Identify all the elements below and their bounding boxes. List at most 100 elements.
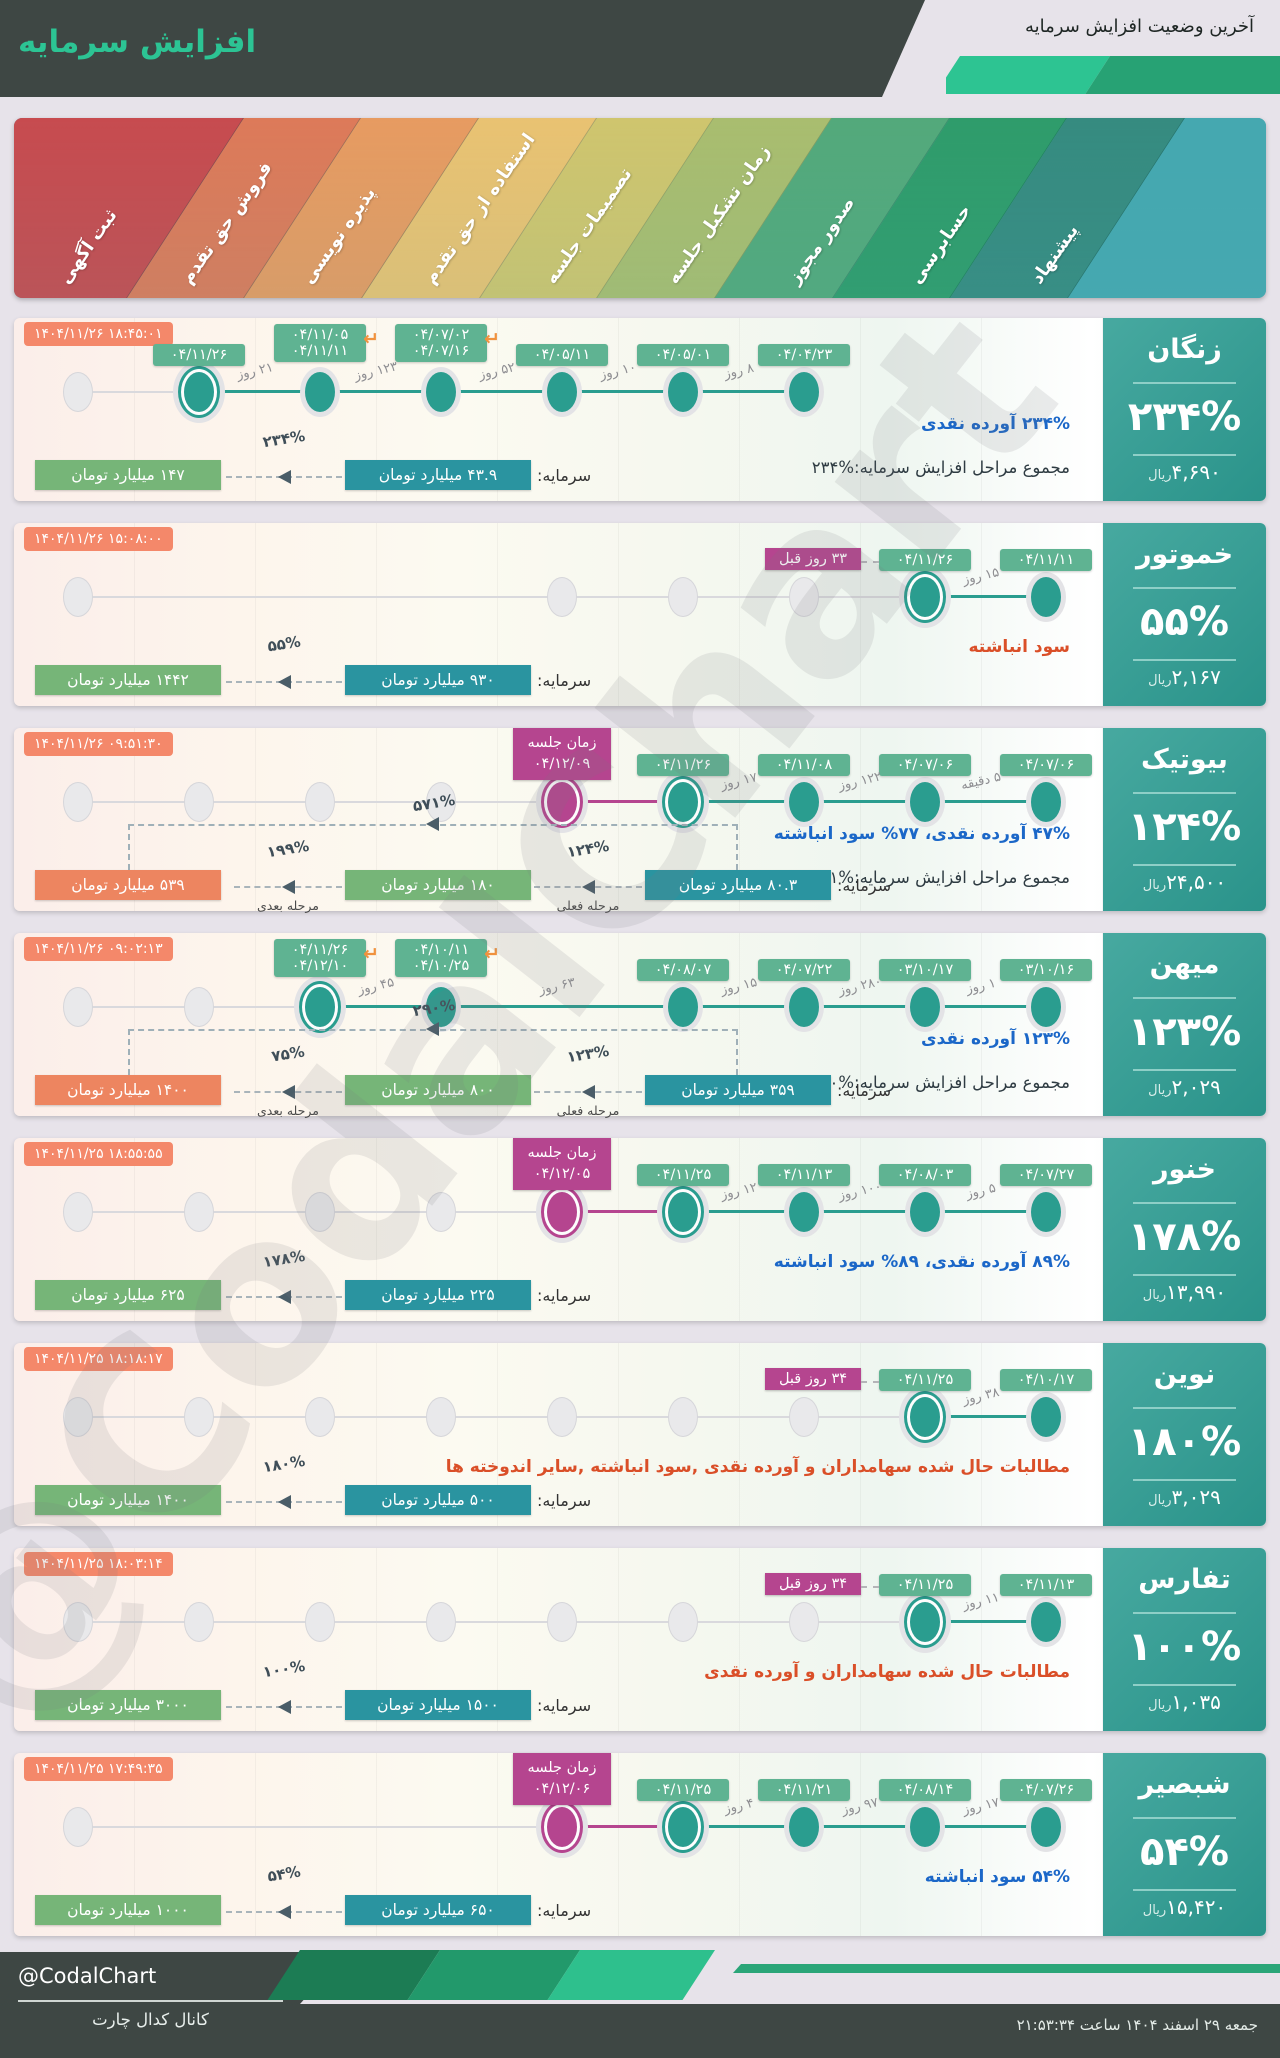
timeline-done-line [199, 390, 804, 393]
event-date: ۰۴/۰۷/۱۶ [412, 343, 470, 359]
current-stage-dot [184, 372, 214, 412]
divider [1133, 997, 1236, 999]
event-date: ۰۴/۰۸/۰۷ [654, 962, 712, 978]
capital-from-badge: ۹۳۰ میلیارد تومان [345, 665, 531, 695]
date-badge: ۰۴/۰۸/۰۷ [637, 959, 729, 981]
date-badge: ۰۴/۱۰/۱۱ ۰۴/۱۰/۲۵ ↵ [395, 939, 500, 977]
future-stage-circle [547, 577, 577, 617]
future-stage-circle [184, 987, 214, 1027]
dashed-connector [861, 1586, 879, 1588]
company-card[interactable]: نوین ۱۸۰% ۳,۰۲۹ریال [1103, 1343, 1266, 1526]
event-date: ۰۴/۰۵/۰۱ [654, 347, 712, 363]
event-date: ۰۴/۰۸/۱۴ [896, 1782, 954, 1798]
event-date: ۰۴/۱۱/۲۵ [654, 1782, 712, 1798]
divider [18, 2000, 283, 2002]
date-badge: ۰۴/۰۷/۲۲ [758, 959, 850, 981]
capital-label: سرمایه: [537, 466, 592, 485]
divider [1133, 382, 1236, 384]
done-stage-dot [1031, 1807, 1061, 1847]
done-stage-dot [789, 782, 819, 822]
step-percent-label: ۱۰۰% [261, 1656, 307, 1682]
company-name: بیوتیک [1141, 744, 1228, 775]
future-stage-circle [63, 1397, 93, 1437]
company-panel: ۱۴۰۴/۱۱/۲۵ ۱۸:۰۳:۱۴ تفارس ۱۰۰% ۱,۰۳۵ریال ۰۴/… [14, 1548, 1266, 1731]
range-bracket-icon: ↵ [363, 328, 379, 350]
company-card[interactable]: زنگان ۲۳۴% ۴,۶۹۰ریال [1103, 318, 1266, 501]
company-card[interactable]: میهن ۱۲۳% ۲,۰۲۹ریال [1103, 933, 1266, 1116]
report-timestamp: ۱۴۰۴/۱۱/۲۶ ۱۸:۴۵:۰۱ [24, 322, 173, 346]
done-stage-dot [1031, 987, 1061, 1027]
stock-price: ۲,۰۲۹ریال [1103, 1075, 1266, 1099]
header-dark-band [0, 0, 925, 97]
event-date: ۰۴/۱۱/۱۳ [775, 1167, 833, 1183]
company-card[interactable]: خموتور ۵۵% ۲,۱۶۷ریال [1103, 523, 1266, 706]
company-card[interactable]: شبصیر ۵۴% ۱۵,۴۲۰ریال [1103, 1753, 1266, 1936]
report-timestamp: ۱۴۰۴/۱۱/۲۵ ۱۸:۱۸:۱۷ [24, 1347, 173, 1371]
event-date: ۰۴/۰۷/۲۶ [1017, 1782, 1075, 1798]
date-badge: ۰۴/۰۵/۱۱ [516, 344, 608, 366]
report-timestamp: ۱۴۰۴/۱۱/۲۵ ۱۸:۰۳:۱۴ [24, 1552, 173, 1576]
event-date: ۰۴/۰۷/۲۲ [775, 962, 833, 978]
company-name: میهن [1149, 949, 1220, 980]
price-value: ۳,۰۲۹ [1171, 1485, 1221, 1509]
event-date: ۰۴/۰۸/۰۳ [896, 1167, 954, 1183]
increase-percent: ۱۰۰% [1127, 1624, 1242, 1670]
event-date: ۰۴/۱۱/۲۶ [654, 757, 712, 773]
company-card[interactable]: خنور ۱۷۸% ۱۳,۹۹۰ریال [1103, 1138, 1266, 1321]
done-stage-dot [1031, 782, 1061, 822]
arrow-head-icon [278, 1290, 291, 1304]
date-badge: ۰۴/۱۱/۲۱ [758, 1779, 850, 1801]
company-card[interactable]: تفارس ۱۰۰% ۱,۰۳۵ریال [1103, 1548, 1266, 1731]
done-stage-dot [1031, 1602, 1061, 1642]
page-title: افزایش سرمایه [18, 24, 257, 60]
price-value: ۱,۰۳۵ [1171, 1690, 1221, 1714]
date-badge: ۰۴/۰۷/۲۷ [1000, 1164, 1092, 1186]
meeting-dot [547, 1192, 577, 1232]
event-date: ۰۴/۱۰/۲۵ [412, 958, 470, 974]
price-unit: ریال [1148, 1493, 1172, 1508]
done-stage-dot [668, 372, 698, 412]
composition-note: ۲۳۴% آورده نقدی [921, 414, 1070, 434]
event-date: ۰۴/۰۵/۱۱ [533, 347, 591, 363]
channel-handle[interactable]: @CodalChart [18, 1964, 157, 1988]
company-name: نوین [1153, 1359, 1216, 1390]
future-stage-circle [63, 1602, 93, 1642]
done-stage-dot [789, 987, 819, 1027]
timeline-done-line [925, 1620, 1046, 1623]
timeline-meeting-line [562, 800, 683, 803]
report-timestamp: ۱۴۰۴/۱۱/۲۵ ۱۷:۴۹:۳۵ [24, 1757, 173, 1781]
composition-note: مطالبات حال شده سهامداران و آورده نقدی [704, 1662, 1070, 1682]
step-percent-label: ۲۳۴% [261, 426, 307, 452]
event-date: ۰۴/۱۱/۲۶ [291, 942, 349, 958]
future-stage-circle [63, 987, 93, 1027]
price-value: ۲۴,۵۰۰ [1166, 870, 1227, 894]
increase-percent: ۵۴% [1140, 1829, 1229, 1875]
future-stage-circle [63, 372, 93, 412]
capital-to-badge: ۱۰۰۰ میلیارد تومان [35, 1895, 221, 1925]
event-date: ۰۴/۰۷/۰۲ [412, 327, 470, 343]
channel-name: کانال کدال چارت [92, 2010, 209, 2029]
arrow-head-icon [278, 1700, 291, 1714]
date-badge: ۰۴/۱۱/۱۳ [1000, 1574, 1092, 1596]
green-parallelogram [1085, 56, 1280, 94]
divider [1133, 1889, 1236, 1891]
company-card[interactable]: بیوتیک ۱۲۴% ۲۴,۵۰۰ریال [1103, 728, 1266, 911]
future-stage-circle [789, 577, 819, 617]
arrow-head-icon [426, 817, 439, 831]
dashed-connector [861, 561, 879, 563]
timeline-meeting-line [562, 1210, 683, 1213]
green-bar [733, 1964, 1280, 1973]
price-unit: ریال [1148, 468, 1172, 483]
date-badge: ۰۴/۱۱/۲۵ [637, 1164, 729, 1186]
range-bracket-icon: ↵ [484, 328, 500, 350]
done-stage-dot [910, 987, 940, 1027]
price-value: ۱۵,۴۲۰ [1166, 1895, 1227, 1919]
step-percent-label: ۵۵% [266, 632, 302, 656]
timeline-done-line [683, 800, 1046, 803]
stock-price: ۲,۱۶۷ریال [1103, 665, 1266, 689]
meeting-badge: زمان جلسه ۰۴/۱۲/۰۵ [513, 1138, 611, 1190]
company-name: شبصیر [1138, 1769, 1231, 1800]
future-stage-circle [184, 1192, 214, 1232]
composition-note: ۸۹% آورده نقدی، ۸۹% سود انباشته [773, 1252, 1070, 1272]
report-timestamp: ۱۴۰۴/۱۱/۲۵ ۱۸:۵۵:۵۵ [24, 1142, 173, 1166]
